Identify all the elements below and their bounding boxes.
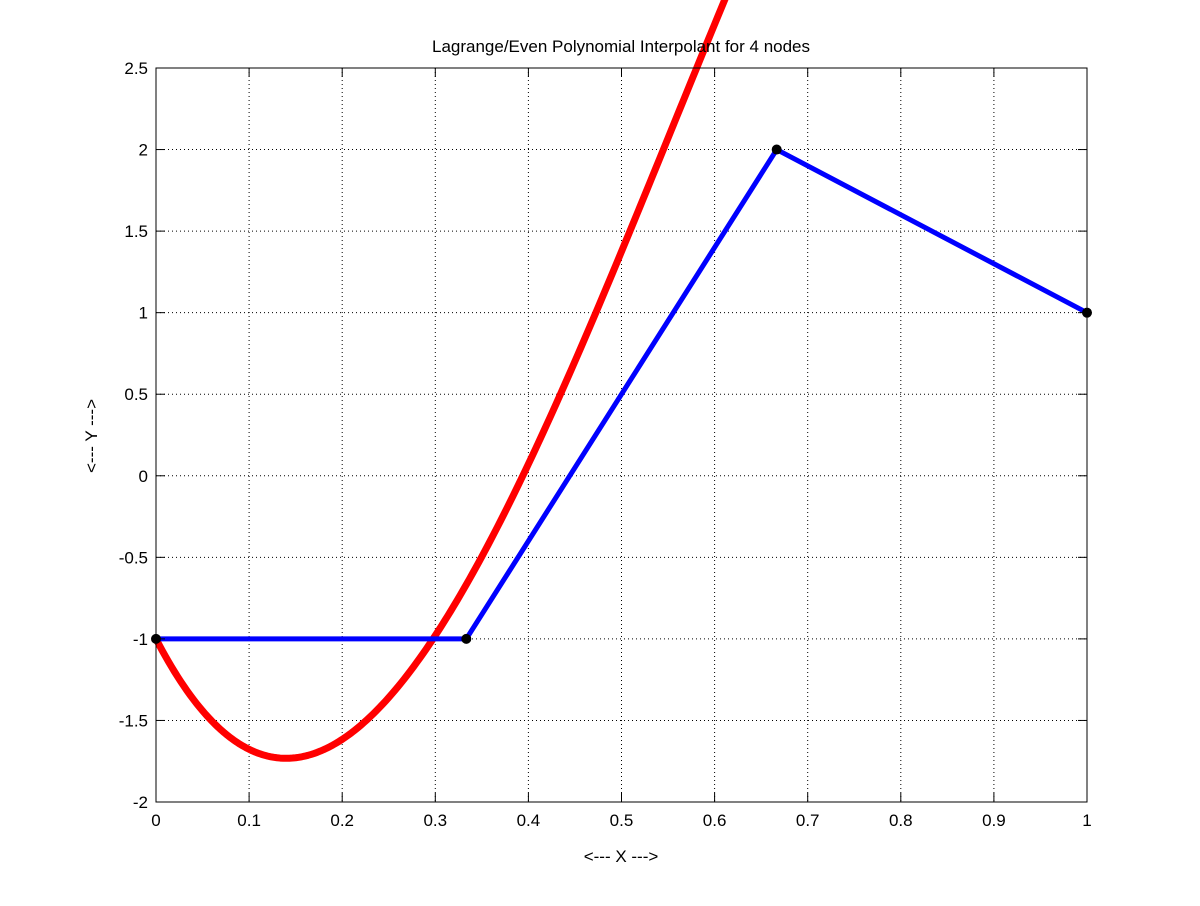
x-tick-label: 0.4 <box>517 811 541 830</box>
x-tick-label: 0.1 <box>237 811 261 830</box>
series-layer <box>152 0 1089 762</box>
node-point <box>461 633 472 644</box>
x-tick-label: 0.3 <box>423 811 447 830</box>
y-tick-label: 2 <box>139 141 148 160</box>
node-point <box>771 144 782 155</box>
x-tick-label: 0.2 <box>330 811 354 830</box>
x-tick-label: 0.9 <box>982 811 1006 830</box>
ticks: 0 0.1 0.2 0.3 0.4 0.5 0.6 0.7 0.8 0.9 1 -2 -1.5 -1 -0.… <box>119 59 1092 830</box>
y-tick-label: 2.5 <box>124 59 148 78</box>
plot-area <box>156 68 1087 802</box>
piecewise-linear-line <box>156 147 1089 642</box>
y-tick-label: 0 <box>139 467 148 486</box>
y-axis-label: <--- Y ---> <box>82 399 101 473</box>
y-tick-label: -1.5 <box>119 711 148 730</box>
x-tick-label: 0.5 <box>610 811 634 830</box>
y-tick-label: -2 <box>133 793 148 812</box>
node-point <box>151 633 161 644</box>
x-tick-label: 1 <box>1082 811 1091 830</box>
x-tick-label: 0.6 <box>703 811 727 830</box>
y-tick-label: 1 <box>139 304 148 323</box>
x-tick-label: 0.7 <box>796 811 820 830</box>
x-tick-label: 0.8 <box>889 811 913 830</box>
y-tick-label: 0.5 <box>124 385 148 404</box>
x-axis-label: <--- X ---> <box>584 847 659 866</box>
nodes-layer <box>151 144 1092 644</box>
node-point <box>1082 307 1092 318</box>
chart-title: Lagrange/Even Polynomial Interpolant for… <box>432 37 810 56</box>
y-tick-label: 1.5 <box>124 222 148 241</box>
x-tick-label: 0 <box>151 811 160 830</box>
interpolant-curve <box>152 0 729 762</box>
y-tick-label: -1 <box>133 630 148 649</box>
y-tick-label: -0.5 <box>119 548 148 567</box>
